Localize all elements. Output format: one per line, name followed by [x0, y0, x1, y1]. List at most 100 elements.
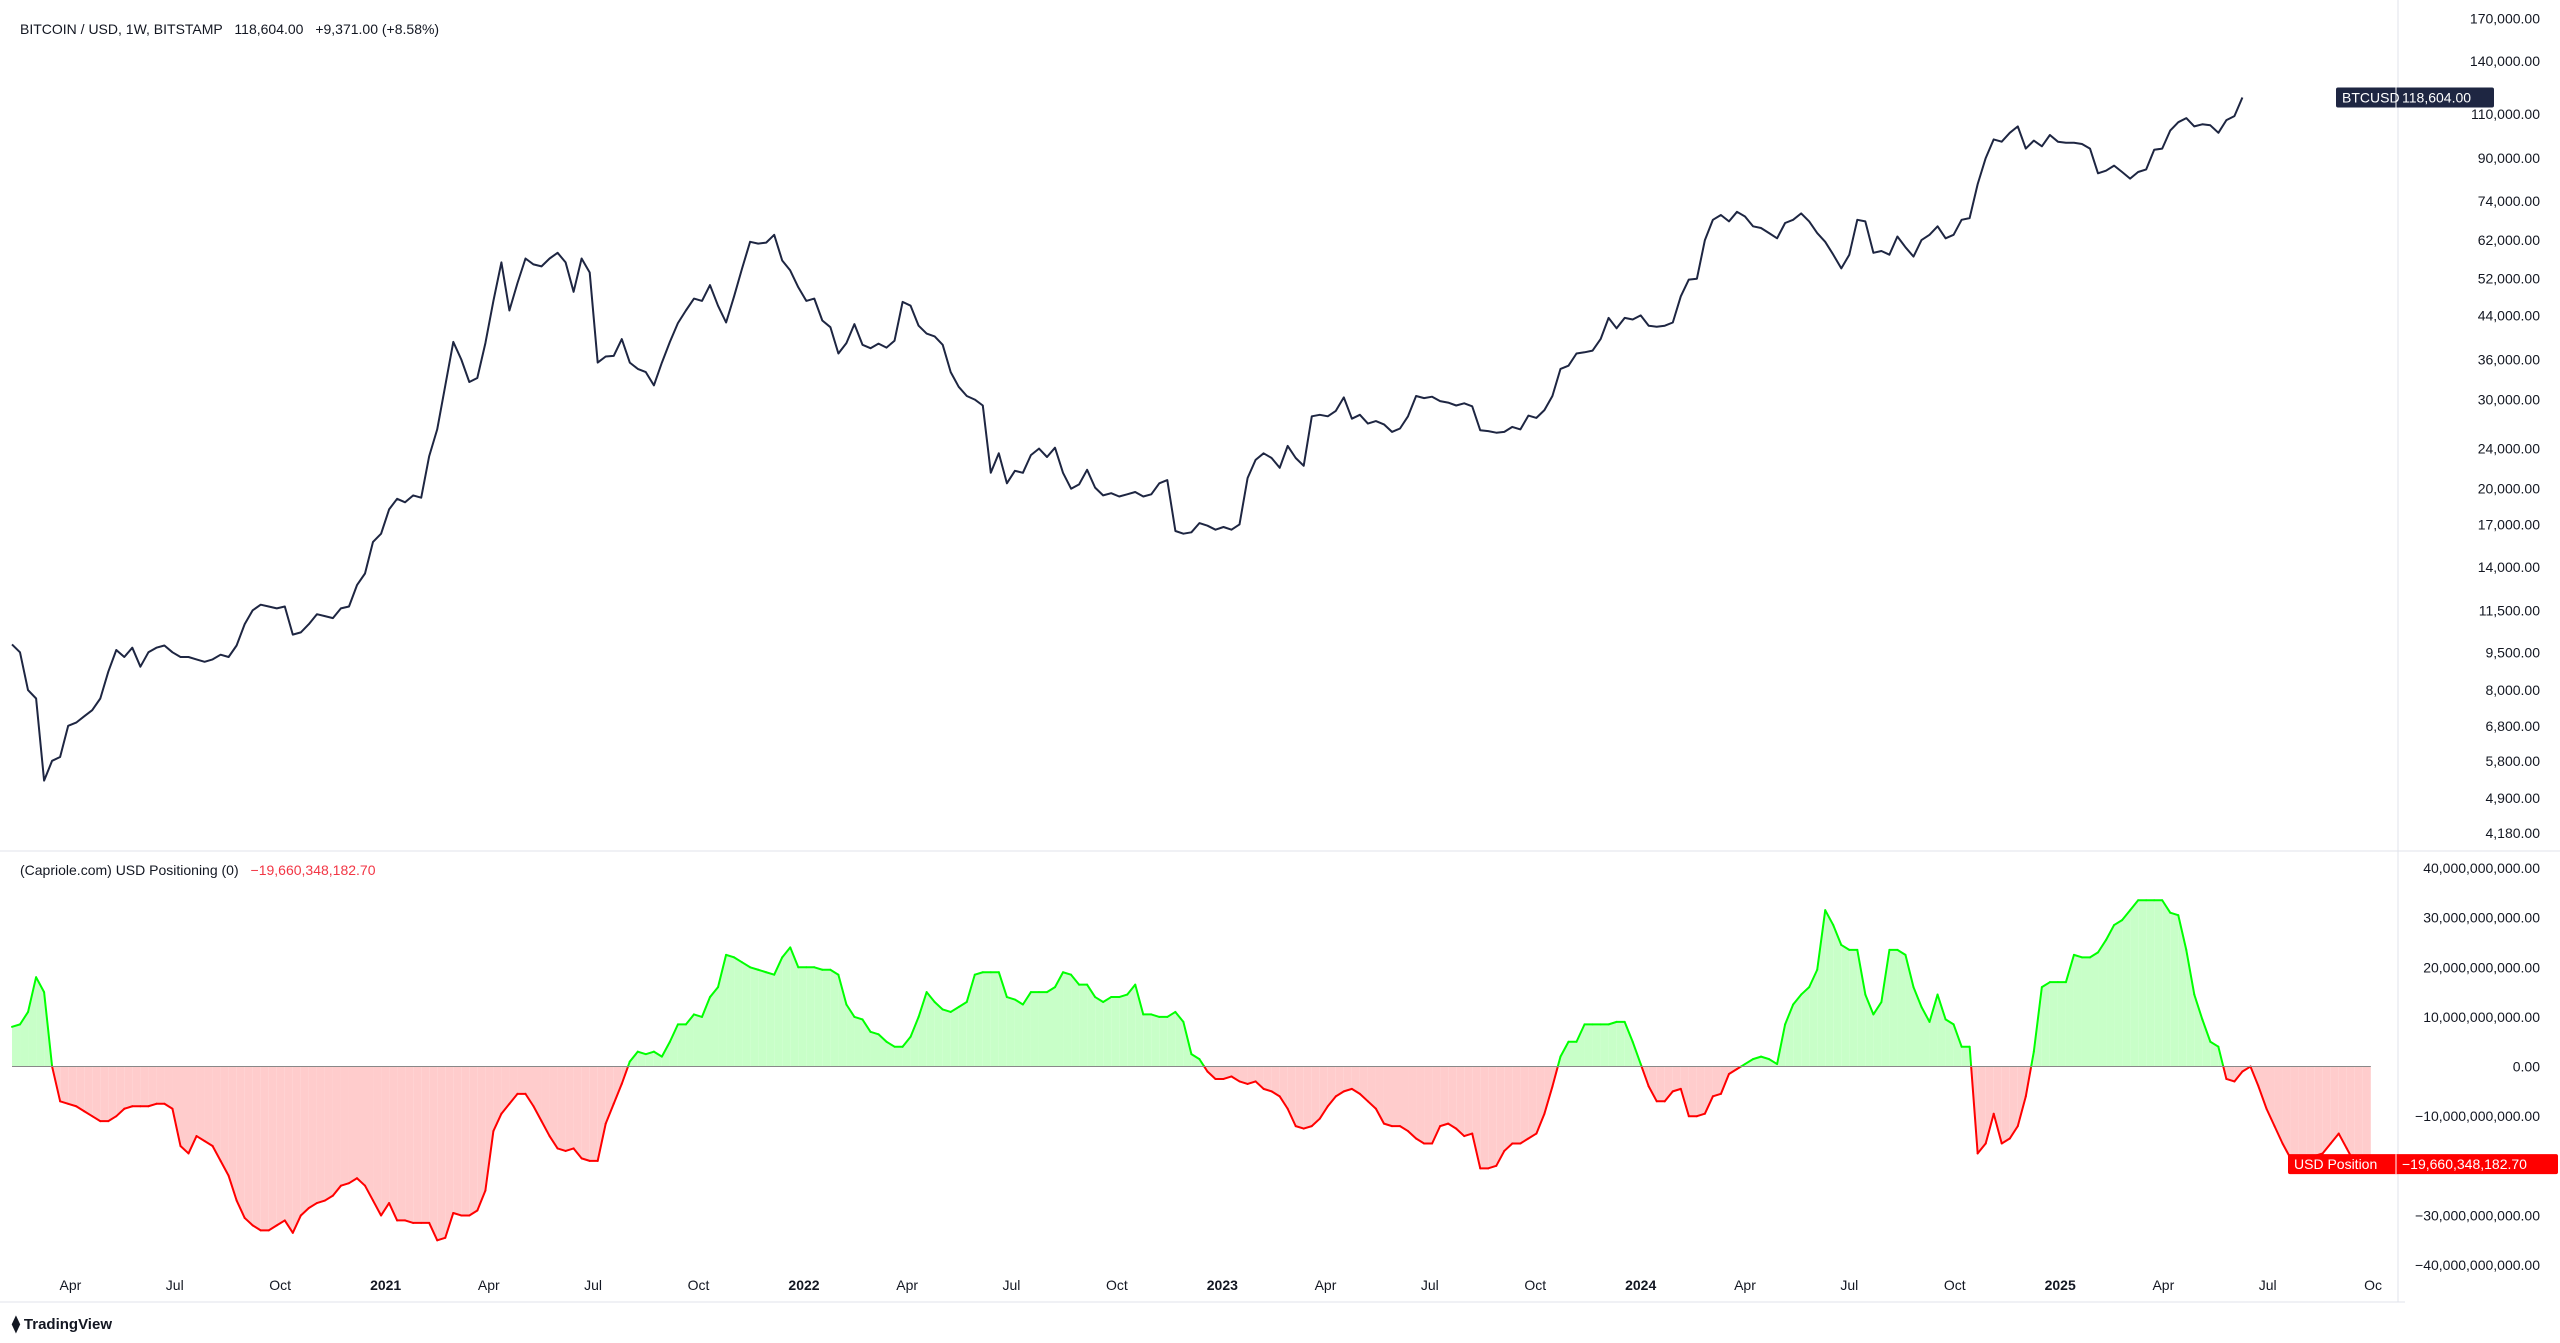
positive-area-segment [1560, 1041, 1569, 1067]
negative-area-segment [1215, 1066, 1224, 1079]
positive-area-segment [693, 1014, 702, 1067]
negative-line-segment [203, 1140, 214, 1147]
negative-area-segment [2330, 1066, 2339, 1144]
positive-area-segment [2106, 925, 2115, 1067]
price-axis-tick-label: 24,000.00 [2478, 441, 2540, 457]
negative-area-segment [1704, 1066, 1713, 1114]
negative-area-segment [517, 1066, 526, 1094]
positive-area-segment [998, 972, 1007, 1067]
positive-line-segment [1880, 948, 1891, 1004]
negative-area-segment [1343, 1066, 1352, 1092]
positive-area-segment [1913, 987, 1922, 1067]
positive-area-segment [20, 1011, 29, 1067]
positive-line-segment [1912, 986, 1923, 1008]
price-axis-tick-label: 52,000.00 [2478, 271, 2540, 287]
positive-area-segment [2041, 982, 2050, 1067]
time-axis-tick-label: 2023 [1207, 1277, 1238, 1293]
negative-area-segment [1319, 1066, 1328, 1119]
indicator-axis-tick-label: 0.00 [2513, 1059, 2540, 1075]
price-axis-tick-label: 14,000.00 [2478, 559, 2540, 575]
positive-line-segment [885, 1040, 896, 1048]
negative-area-segment [1239, 1066, 1248, 1084]
positive-line-segment [1054, 971, 1065, 989]
positive-line-segment [1062, 971, 1073, 976]
negative-line-segment [476, 1189, 487, 1212]
time-axis-tick-label: Apr [896, 1277, 918, 1293]
negative-area-segment [2009, 1066, 2018, 1139]
negative-area-segment [373, 1066, 382, 1216]
positive-line-segment [1872, 1001, 1883, 1016]
positive-area-segment [1801, 987, 1810, 1067]
positive-area-segment [1143, 1014, 1152, 1067]
negative-area-segment [541, 1066, 550, 1137]
time-axis-tick-label: Apr [478, 1277, 500, 1293]
tradingview-logo[interactable]: ⧫ TradingView [12, 1314, 112, 1334]
time-axis-tick-label: Oc [2364, 1277, 2382, 1293]
time-axis-tick-label: Jul [1421, 1277, 1439, 1293]
positive-line-segment [1102, 996, 1113, 1004]
positive-line-segment [19, 1010, 30, 1026]
indicator-axis-tick-label: −30,000,000,000.00 [2415, 1207, 2540, 1223]
positive-line-segment [2193, 993, 2204, 1021]
time-axis-tick-label: Apr [1315, 1277, 1337, 1293]
negative-line-segment [1238, 1080, 1249, 1085]
positive-area-segment [1014, 999, 1023, 1067]
time-axis-tick-label: Oct [1524, 1277, 1546, 1293]
negative-area-segment [597, 1066, 606, 1161]
positive-area-segment [1191, 1054, 1200, 1067]
negative-area-segment [164, 1066, 173, 1109]
positive-area-segment [942, 1009, 951, 1067]
positive-line-segment [1134, 983, 1145, 1016]
negative-area-segment [1335, 1066, 1344, 1097]
positive-line-segment [2088, 951, 2100, 959]
positive-line-segment [636, 1050, 647, 1056]
positive-line-segment [749, 966, 760, 971]
positive-area-segment [36, 977, 45, 1067]
positive-line-segment [933, 1001, 944, 1011]
price-legend: BITCOIN / USD, 1W, BITSTAMP 118,604.00 +… [20, 21, 439, 37]
negative-area-segment [589, 1066, 598, 1161]
time-axis-tick-label: Oct [1944, 1277, 1966, 1293]
positive-line-segment [997, 971, 1008, 999]
negative-area-segment [397, 1066, 406, 1221]
negative-area-segment [284, 1066, 293, 1233]
symbol-label: BITCOIN / USD, 1W, BITSTAMP [20, 21, 223, 37]
positive-line-segment [628, 1050, 639, 1063]
positive-line-segment [1904, 953, 1915, 989]
positive-area-segment [1616, 1021, 1625, 1067]
positive-area-segment [974, 972, 983, 1067]
indicator-axis-tick-label: −10,000,000,000.00 [2415, 1108, 2540, 1124]
time-axis-tick-label: 2022 [788, 1277, 819, 1293]
negative-area-segment [2362, 1066, 2371, 1171]
negative-line-segment [291, 1214, 302, 1234]
positive-area-segment [2049, 982, 2058, 1067]
positive-area-segment [1825, 910, 1834, 1067]
positive-line-segment [1174, 1010, 1185, 1023]
negative-area-segment [1311, 1066, 1320, 1127]
indicator-axis-tick-label: 10,000,000,000.00 [2423, 1009, 2540, 1025]
negative-line-segment [1495, 1149, 1506, 1167]
indicator-axis-tick-label: 30,000,000,000.00 [2423, 910, 2540, 926]
negative-area-segment [1648, 1066, 1657, 1102]
positive-area-segment [910, 1016, 919, 1067]
positive-line-segment [11, 1023, 22, 1028]
negative-line-segment [1334, 1090, 1345, 1098]
positive-area-segment [1063, 972, 1072, 1067]
negative-line-segment [428, 1221, 439, 1242]
positive-line-segment [1086, 983, 1097, 999]
negative-line-segment [1342, 1087, 1353, 1093]
negative-area-segment [509, 1066, 518, 1104]
negative-area-segment [1247, 1066, 1256, 1084]
negative-area-segment [212, 1066, 221, 1161]
price-axis-tick-label: 11,500.00 [2479, 602, 2540, 618]
positive-area-segment [2130, 900, 2139, 1067]
negative-area-segment [356, 1066, 366, 1186]
time-axis-tick-label: Jul [2259, 1277, 2277, 1293]
negative-area-segment [92, 1066, 101, 1122]
negative-line-segment [2337, 1132, 2348, 1150]
time-axis-tick-label: Apr [2152, 1277, 2174, 1293]
positive-area-segment [1608, 1021, 1617, 1067]
negative-area-segment [1488, 1066, 1497, 1169]
negative-area-segment [485, 1066, 494, 1191]
